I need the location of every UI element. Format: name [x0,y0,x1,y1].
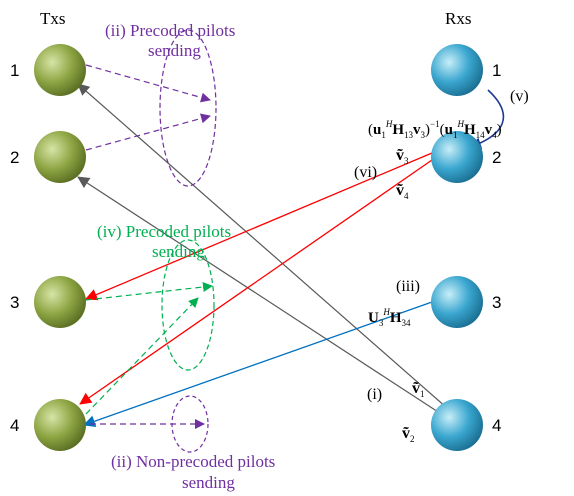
tx-node-2: 2 [10,131,86,183]
vector-v4-tilde: ṽ4 [396,182,409,201]
label-step-vi: (vi) [354,164,377,181]
vector-v2-tilde: ṽ2 [402,425,415,444]
label-nonprecoded-2: sending [182,473,235,492]
rx-node-4: 4 [431,399,501,451]
rx-node-1: 1 [431,44,501,96]
rx-node-2-label: 2 [492,148,501,167]
label-precoded-top-2: sending [148,41,201,60]
rx-node-2: 2 [431,131,501,183]
rx-header: Rxs [445,9,471,28]
edge-rx4-tx1 [77,83,456,416]
formula-v: (u1HH13v3)−1(u1HH14v4) [368,119,502,140]
label-step-i: (i) [367,386,382,403]
rx-node-4-label: 4 [492,416,501,435]
edge-rx2-tx3 [85,152,433,301]
label-nonprecoded-1: (ii) Non-precoded pilots [111,452,275,471]
label-precoded-mid-2: sending [152,242,205,261]
pilot-tx3-dashed [85,282,213,301]
rx-node-3: 3 [431,276,501,328]
tx-node-4: 4 [10,399,86,451]
pilot-tx2-dashed [85,113,211,151]
rx-node-1-label: 1 [492,61,501,80]
rx-node-3-label: 3 [492,293,501,312]
label-step-iii: (iii) [396,278,420,295]
pilot-tx1-dashed [85,64,211,103]
edge-rx4-tx2 [77,176,456,424]
tx-header: Txs [40,9,66,28]
edge-rx2-tx4 [79,159,433,405]
formula-iii: U3HH34 [368,307,411,328]
pilot-ellipse-bottom [171,395,209,453]
label-precoded-mid-1: (iv) Precoded pilots [97,222,231,241]
edge-rx1-rx2 [469,89,505,150]
pilot-ellipse-top [159,29,217,187]
tx-node-1: 1 [10,44,86,96]
vector-v1-tilde: ṽ1 [412,380,425,399]
pilot-ellipse-mid [161,239,215,371]
vector-v3-tilde: ṽ3 [396,147,409,166]
tx-node-1-label: 1 [10,61,19,80]
edge-rx3-tx4 [83,301,433,427]
tx-node-3-label: 3 [10,293,19,312]
label-precoded-top-1: (ii) Precoded pilots [105,21,235,40]
tx-node-4-label: 4 [10,416,19,435]
label-step-v: (v) [510,88,529,105]
pilot-tx4-dashed [85,297,199,415]
tx-node-2-label: 2 [10,148,19,167]
tx-node-3: 3 [10,276,86,328]
